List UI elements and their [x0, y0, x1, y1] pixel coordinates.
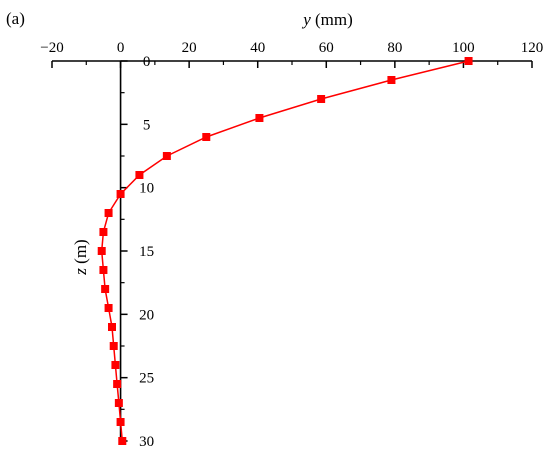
data-point [464, 57, 473, 65]
data-point [104, 304, 113, 312]
y-tick-label: 0 [143, 54, 151, 70]
data-point [113, 380, 122, 388]
x-tick-label: −20 [40, 40, 63, 56]
data-point [109, 342, 118, 350]
data-point [114, 399, 123, 407]
data-point [99, 228, 108, 236]
data-point [255, 114, 264, 122]
data-point [111, 361, 120, 369]
x-tick-label: 100 [452, 40, 475, 56]
y-axis-title: z (m) [71, 239, 90, 275]
x-axis-title: y (mm) [301, 10, 353, 29]
data-point [202, 133, 211, 141]
y-axis-unit: (m) [71, 239, 90, 268]
y-tick-label: 30 [139, 434, 154, 450]
data-point [97, 247, 106, 255]
data-point [104, 209, 113, 217]
data-point [101, 285, 110, 293]
y-tick-label: 5 [143, 117, 151, 133]
axes: −20 0 20 40 60 80 100 120 0 5 10 15 20 25 30 [40, 40, 543, 450]
x-tick-label: 120 [521, 40, 544, 56]
x-tick-label: 0 [117, 40, 125, 56]
series-layer [97, 57, 473, 445]
data-point [135, 171, 144, 179]
panel-label: (a) [6, 9, 25, 28]
x-tick-label: 20 [182, 40, 197, 56]
data-point [162, 152, 171, 160]
data-point [116, 418, 125, 426]
y-axis-variable: z [71, 268, 90, 276]
x-tick-label: 60 [319, 40, 334, 56]
data-point [387, 76, 396, 84]
data-point [118, 437, 127, 445]
data-point [317, 95, 326, 103]
x-tick-label: 40 [250, 40, 265, 56]
data-point [108, 323, 116, 331]
y-tick-label: 15 [139, 244, 154, 260]
x-axis-variable: y [301, 10, 311, 29]
data-point [99, 266, 108, 274]
data-point [116, 190, 125, 198]
y-tick-label: 20 [139, 307, 154, 323]
y-tick-label: 25 [139, 371, 154, 387]
series-line [100, 60, 469, 442]
y-tick-label: 10 [139, 181, 154, 197]
x-tick-label: 80 [387, 40, 402, 56]
x-axis-unit: (mm) [311, 10, 353, 29]
